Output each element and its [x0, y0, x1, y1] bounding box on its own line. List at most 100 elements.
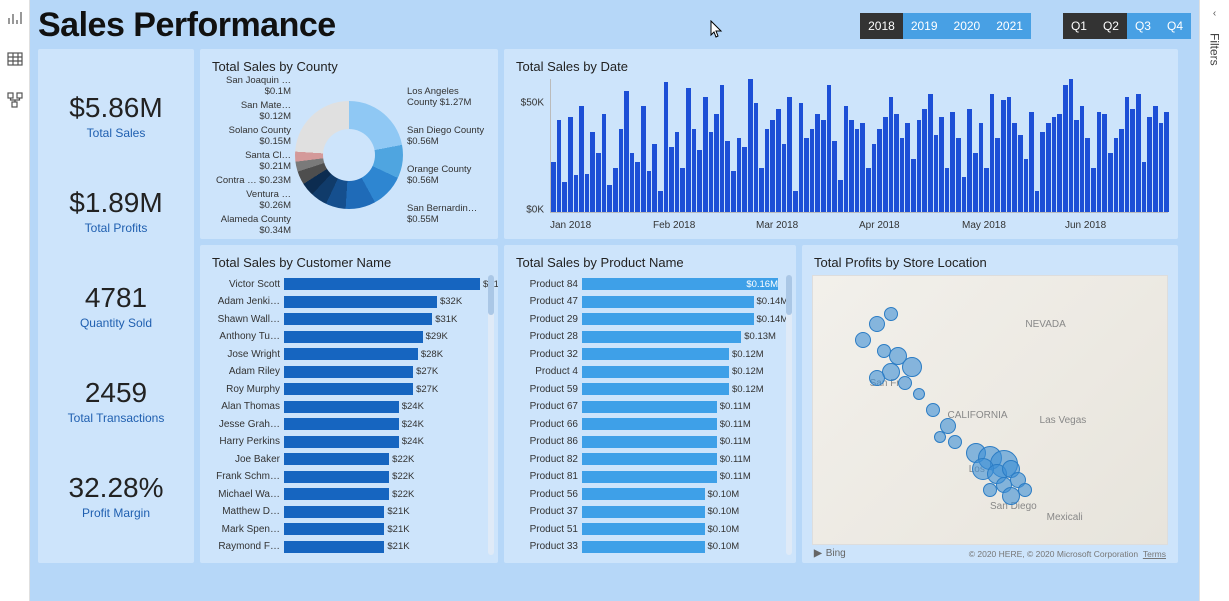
year-option-2020[interactable]: 2020: [946, 13, 989, 39]
quarter-option-q4[interactable]: Q4: [1159, 13, 1191, 39]
bar-row[interactable]: Product 32$0.12M: [516, 346, 778, 363]
bar-row[interactable]: Anthony Tu…$29K: [212, 329, 480, 346]
date-bar: [680, 168, 685, 212]
filters-pane: ‹ Filters: [1199, 0, 1229, 601]
map-bubble[interactable]: [948, 435, 962, 449]
bar-row[interactable]: Jesse Grah…$24K: [212, 416, 480, 433]
map-bubble[interactable]: [913, 388, 925, 400]
bar-row[interactable]: Product 67 $0.11M: [516, 399, 778, 416]
date-bar: [1153, 106, 1158, 212]
map-bubble[interactable]: [898, 376, 912, 390]
bar-row[interactable]: Product 51$0.10M: [516, 521, 778, 538]
pie-label: Los Angeles County $1.27M: [407, 86, 486, 108]
bar-row[interactable]: Adam Jenki…$32K: [212, 294, 480, 311]
date-bar: [669, 147, 674, 212]
product-bar-tile[interactable]: Total Sales by Product Name Product 84$0…: [504, 245, 796, 563]
customer-bar-tile[interactable]: Total Sales by Customer Name Victor Scot…: [200, 245, 498, 563]
map-tile[interactable]: Total Profits by Store Location NEVADASa…: [802, 245, 1178, 563]
map-bubble[interactable]: [902, 357, 922, 377]
bar-fill: [582, 488, 705, 500]
map-bubble[interactable]: [884, 307, 898, 321]
bar-fill: [284, 348, 418, 360]
year-option-2021[interactable]: 2021: [988, 13, 1031, 39]
map-bubble[interactable]: [934, 431, 946, 443]
bar-row[interactable]: Product 66$0.11M: [516, 416, 778, 433]
data-view-icon[interactable]: [7, 51, 23, 70]
bar-row[interactable]: Victor Scott$41K: [212, 276, 480, 293]
bar-row[interactable]: Product 56$0.10M: [516, 486, 778, 503]
bar-row[interactable]: Harry Perkins$24K: [212, 434, 480, 451]
bar-value: $31K: [432, 313, 457, 325]
bar-row[interactable]: Product 81$0.11M: [516, 469, 778, 486]
bar-value: $0.11M: [717, 401, 751, 413]
county-pie-tile[interactable]: Total Sales by County San Joaquin … $0.1…: [200, 49, 498, 239]
year-option-2018[interactable]: 2018: [860, 13, 903, 39]
bar-row[interactable]: Product 28$0.13M: [516, 329, 778, 346]
date-bar: [1085, 138, 1090, 212]
scrollbar-thumb[interactable]: [786, 275, 792, 315]
scrollbar[interactable]: [786, 275, 792, 555]
bar-value: $21K: [384, 506, 409, 518]
date-bar: [725, 141, 730, 212]
bar-row[interactable]: Raymond F…$21K: [212, 539, 480, 556]
map-bubble[interactable]: [1018, 483, 1032, 497]
bar-row[interactable]: Frank Schm…$22K: [212, 469, 480, 486]
bar-row[interactable]: Michael Wa…$22K: [212, 486, 480, 503]
bar-fill: [582, 523, 705, 535]
date-bar: [1125, 97, 1130, 212]
map-terms-link[interactable]: Terms: [1143, 549, 1166, 559]
scrollbar[interactable]: [488, 275, 494, 555]
bar-label: Product 67: [516, 401, 582, 412]
bar-row[interactable]: Mark Spen…$21K: [212, 521, 480, 538]
expand-filters-icon[interactable]: ‹: [1213, 8, 1216, 19]
bar-value: $0.11M: [717, 418, 751, 430]
map-bubble[interactable]: [869, 316, 885, 332]
date-bar: [613, 168, 618, 212]
bar-row[interactable]: Product 59$0.12M: [516, 381, 778, 398]
bar-row[interactable]: Jose Wright$28K: [212, 346, 480, 363]
model-view-icon[interactable]: [7, 92, 23, 111]
bar-row[interactable]: Product 29$0.14M: [516, 311, 778, 328]
date-bar: [872, 144, 877, 212]
date-bar: [889, 97, 894, 212]
map-canvas[interactable]: NEVADASan FrCALIFORNIALas VegasLosSan Di…: [812, 275, 1168, 545]
bar-row[interactable]: Joe Baker$22K: [212, 451, 480, 468]
map-bubble[interactable]: [869, 370, 885, 386]
bar-row[interactable]: Product 4$0.12M: [516, 364, 778, 381]
scrollbar-thumb[interactable]: [488, 275, 494, 315]
date-bar: [1108, 153, 1113, 212]
bar-value: $27K: [413, 366, 438, 378]
quarter-option-q2[interactable]: Q2: [1095, 13, 1127, 39]
bar-fill: [582, 506, 705, 518]
date-bar: [844, 106, 849, 212]
date-bar: [883, 117, 888, 212]
bar-row[interactable]: Product 86$0.11M: [516, 434, 778, 451]
map-bubble[interactable]: [855, 332, 871, 348]
bar-row[interactable]: Product 33$0.10M: [516, 539, 778, 556]
bar-row[interactable]: Product 82$0.11M: [516, 451, 778, 468]
bar-fill: [582, 348, 729, 360]
date-bar: [1052, 117, 1057, 212]
bar-value: $27K: [413, 383, 438, 395]
bar-row[interactable]: Product 47$0.14M: [516, 294, 778, 311]
bar-row[interactable]: Product 37$0.10M: [516, 504, 778, 521]
filters-label[interactable]: Filters: [1208, 33, 1222, 66]
kpi-label: Total Profits: [69, 221, 162, 235]
date-bar: [754, 103, 759, 212]
kpi-label: Profit Margin: [69, 506, 164, 520]
bar-row[interactable]: Alan Thomas$24K: [212, 399, 480, 416]
bar-row[interactable]: Adam Riley$27K: [212, 364, 480, 381]
map-bubble[interactable]: [926, 403, 940, 417]
bar-row[interactable]: Product 84$0.16M: [516, 276, 778, 293]
bar-value: $29K: [423, 331, 448, 343]
bar-row[interactable]: Roy Murphy$27K: [212, 381, 480, 398]
bar-fill: [582, 383, 729, 395]
map-bubble[interactable]: [983, 483, 997, 497]
report-view-icon[interactable]: [7, 10, 23, 29]
date-chart-tile[interactable]: Total Sales by Date $50K$0K Jan 2018Feb …: [504, 49, 1178, 239]
quarter-option-q3[interactable]: Q3: [1127, 13, 1159, 39]
year-option-2019[interactable]: 2019: [903, 13, 946, 39]
bar-row[interactable]: Matthew D…$21K: [212, 504, 480, 521]
bar-row[interactable]: Shawn Wall…$31K: [212, 311, 480, 328]
quarter-option-q1[interactable]: Q1: [1063, 13, 1095, 39]
